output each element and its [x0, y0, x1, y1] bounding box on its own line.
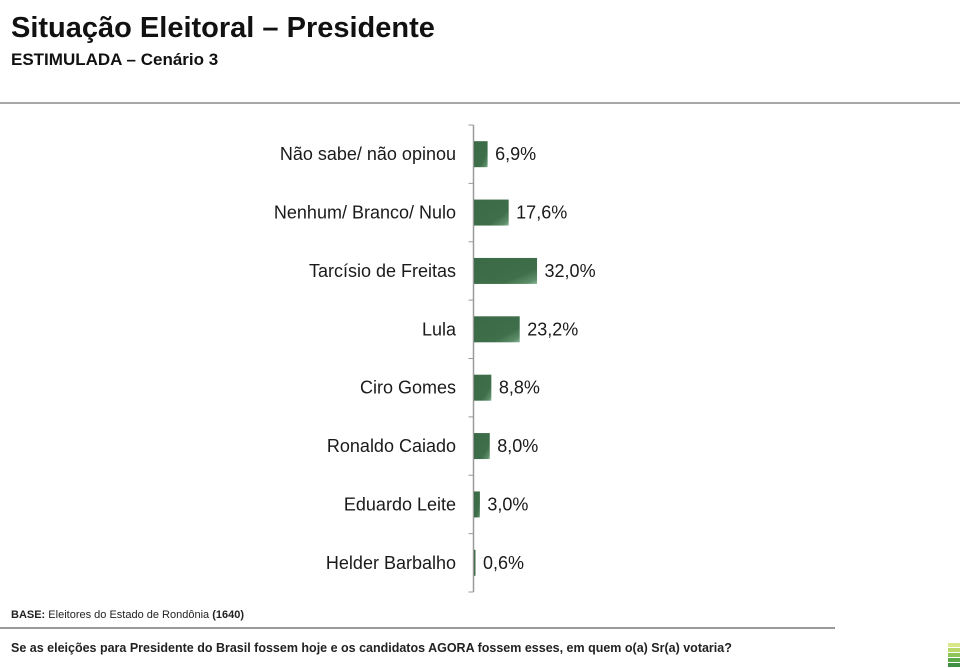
- category-label: Eduardo Leite: [344, 494, 456, 514]
- category-label: Helder Barbalho: [326, 553, 456, 573]
- survey-question: Se as eleições para Presidente do Brasil…: [11, 641, 732, 655]
- logo-stripe: [948, 653, 960, 657]
- page-title: Situação Eleitoral – Presidente: [11, 12, 435, 44]
- header-divider: [0, 102, 960, 104]
- logo-stripe: [948, 643, 960, 647]
- bar: [474, 199, 509, 226]
- base-note: BASE: Eleitores do Estado de Rondônia (1…: [11, 609, 244, 621]
- bar: [474, 549, 476, 576]
- bar: [474, 374, 492, 401]
- bar: [474, 141, 488, 168]
- data-label: 23,2%: [527, 319, 578, 339]
- category-label: Lula: [422, 319, 457, 339]
- data-label: 0,6%: [483, 553, 524, 573]
- bar: [474, 257, 538, 284]
- category-label: Ciro Gomes: [360, 378, 456, 398]
- category-label: Nenhum/ Branco/ Nulo: [274, 203, 456, 223]
- category-label: Ronaldo Caiado: [327, 436, 456, 456]
- bar-chart: Não sabe/ não opinou 6,9% Nenhum/ Branco/ …: [274, 124, 596, 593]
- category-label: Tarcísio de Freitas: [309, 261, 456, 281]
- footer-divider: [0, 627, 835, 629]
- bar: [474, 433, 490, 460]
- logo-stripe: [948, 663, 960, 667]
- data-label: 17,6%: [516, 203, 567, 223]
- data-label: 3,0%: [487, 494, 528, 514]
- data-label: 32,0%: [545, 261, 596, 281]
- data-label: 6,9%: [495, 144, 536, 164]
- bar: [474, 316, 520, 343]
- data-label: 8,0%: [497, 436, 538, 456]
- logo-stripe: [948, 648, 960, 652]
- logo-stripe: [948, 658, 960, 662]
- base-label: BASE:: [11, 609, 46, 621]
- base-text: Eleitores do Estado de Rondônia: [48, 609, 210, 621]
- page-subtitle: ESTIMULADA – Cenário 3: [11, 50, 219, 69]
- brand-logo-stripes: [948, 643, 960, 668]
- bar: [474, 491, 480, 518]
- data-label: 8,8%: [499, 378, 540, 398]
- category-label: Não sabe/ não opinou: [280, 144, 456, 164]
- base-count: (1640): [212, 609, 244, 621]
